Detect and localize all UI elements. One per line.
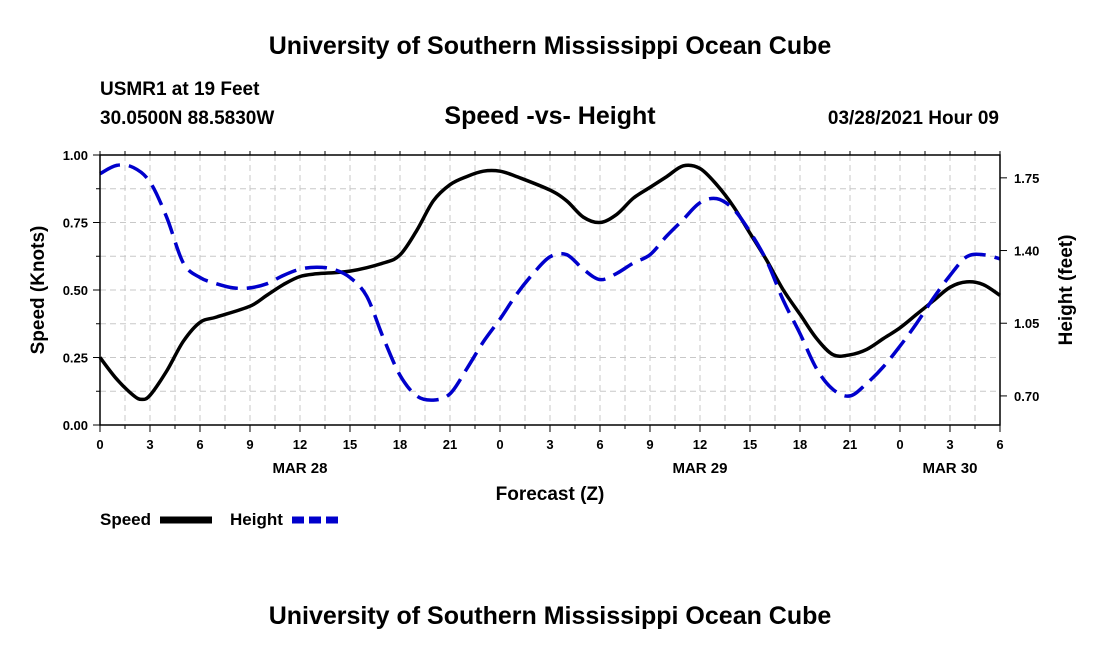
y-tick-label: 0.00 <box>63 418 88 433</box>
x-tick-label: 3 <box>146 437 153 452</box>
x-tick-label: 12 <box>693 437 707 452</box>
chart-subtitle: Speed -vs- Height <box>444 102 656 130</box>
x-tick-label: 18 <box>793 437 807 452</box>
y2-tick-label: 1.40 <box>1014 244 1039 259</box>
series-layer <box>98 163 1001 402</box>
x-tick-label: 9 <box>646 437 653 452</box>
y2-axis-label: Height (feet) <box>1056 235 1077 346</box>
legend: Speed Height <box>100 510 342 529</box>
x-tick-label: 0 <box>96 437 103 452</box>
y-tick-label: 0.75 <box>63 216 88 231</box>
x-tick-label: 9 <box>246 437 253 452</box>
x-tick-label: 6 <box>196 437 203 452</box>
datetime-label: 03/28/2021 Hour 09 <box>828 108 999 129</box>
x-tick-label: 18 <box>393 437 407 452</box>
x-tick-label: 6 <box>996 437 1003 452</box>
y-tick-label: 0.25 <box>63 351 88 366</box>
x-tick-label: 12 <box>293 437 307 452</box>
x-tick-label: 0 <box>896 437 903 452</box>
legend-label-speed: Speed <box>100 510 151 529</box>
axis-tick-labels: 0 3 6 9 12 15 18 21 0 3 6 9 12 15 18 21 0 3 6 MAR 28 MAR 29 M… <box>63 148 1040 477</box>
date-label: MAR 29 <box>672 460 727 477</box>
station-label: USMR1 at 19 Feet <box>100 79 260 100</box>
x-tick-label: 6 <box>596 437 603 452</box>
x-tick-label: 3 <box>546 437 553 452</box>
series-line-height <box>99 163 1001 402</box>
x-tick-label: 15 <box>343 437 357 452</box>
x-tick-label: 3 <box>946 437 953 452</box>
x-tick-label: 15 <box>743 437 757 452</box>
y2-tick-label: 1.05 <box>1014 316 1039 331</box>
legend-label-height: Height <box>230 510 283 529</box>
x-tick-label: 21 <box>443 437 457 452</box>
location-label: 30.0500N 88.5830W <box>100 108 274 129</box>
date-label: MAR 30 <box>922 460 977 477</box>
series-line-speed <box>98 163 1001 402</box>
y2-tick-label: 1.75 <box>1014 171 1039 186</box>
date-label: MAR 28 <box>272 460 327 477</box>
grid <box>100 155 1000 425</box>
chart-main-title: University of Southern Mississippi Ocean… <box>269 32 832 60</box>
axis-ticks <box>93 151 1007 432</box>
x-tick-label: 21 <box>843 437 857 452</box>
y2-tick-label: 0.70 <box>1014 389 1039 404</box>
y-axis-label: Speed (Knots) <box>28 226 49 355</box>
y-tick-label: 0.50 <box>63 283 88 298</box>
y-tick-label: 1.00 <box>63 148 88 163</box>
x-tick-label: 0 <box>496 437 503 452</box>
footer-title: University of Southern Mississippi Ocean… <box>269 602 832 630</box>
x-axis-label: Forecast (Z) <box>496 484 605 505</box>
